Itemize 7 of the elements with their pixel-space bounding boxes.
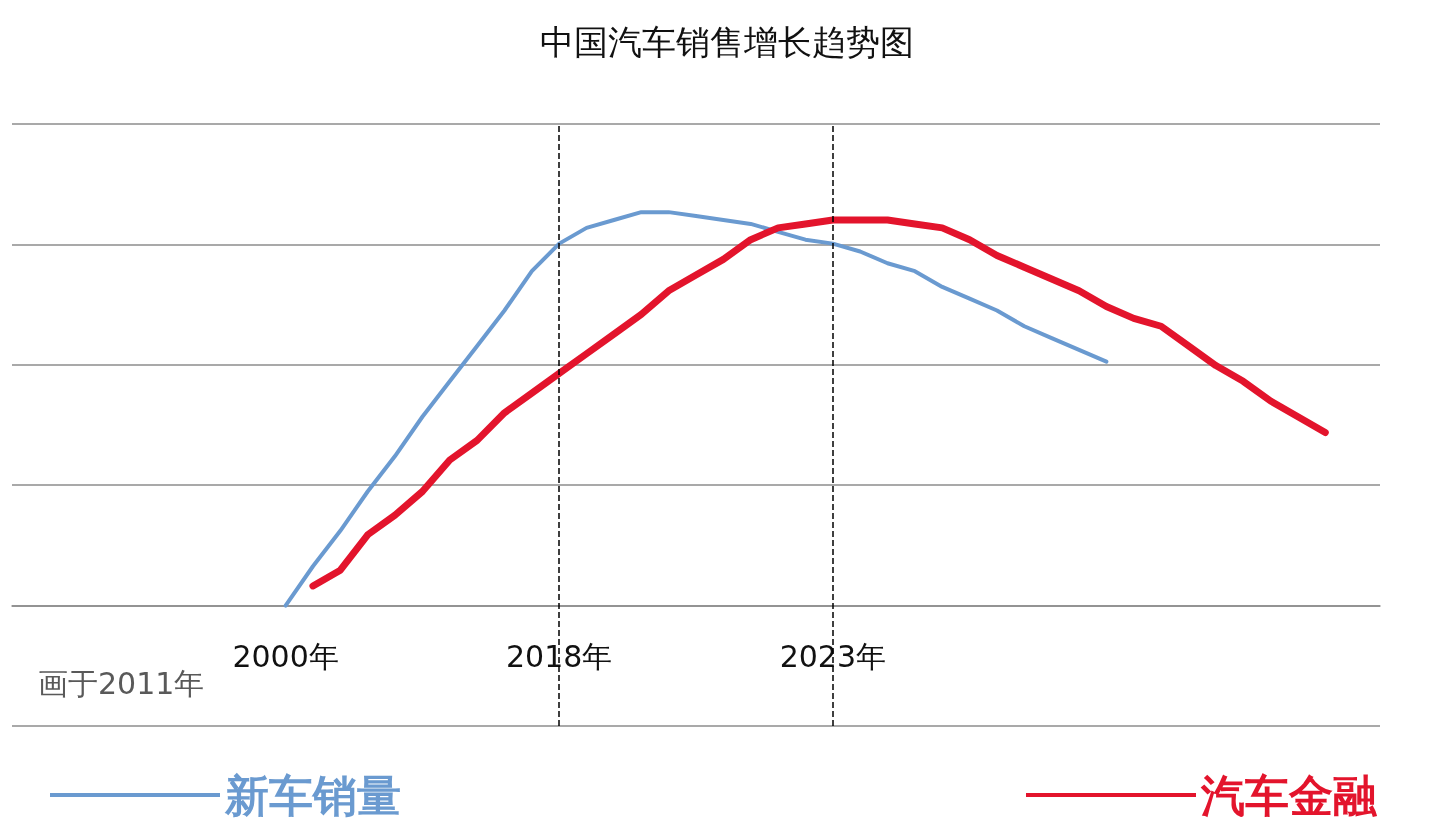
x-tick-label: 2000年	[232, 639, 339, 675]
legend-label: 新车销量	[224, 769, 401, 821]
x-tick-label: 2023年	[779, 639, 886, 675]
legend-label: 汽车金融	[1200, 769, 1378, 821]
x-tick-label: 2018年	[506, 639, 613, 675]
chart-title: 中国汽车销售增长趋势图	[540, 22, 914, 62]
text: 画于2011年	[38, 665, 205, 701]
